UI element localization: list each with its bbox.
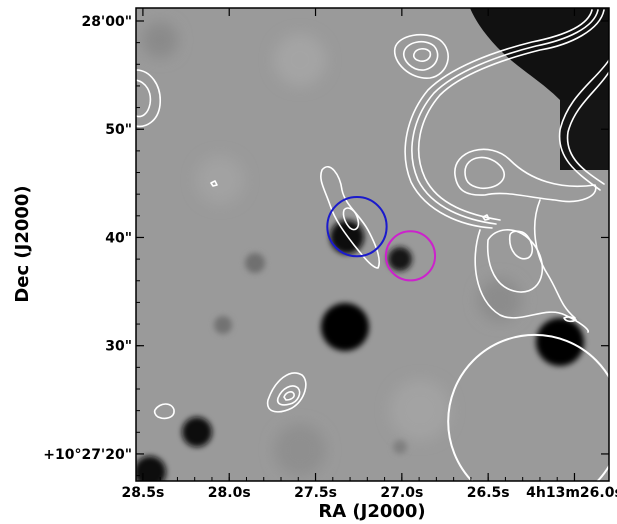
contour-arc-mid <box>411 9 599 225</box>
beam-circle <box>447 333 617 510</box>
contour-source-outer <box>320 166 381 269</box>
contour-left-edge-inner <box>136 79 152 118</box>
sky-background <box>136 8 609 481</box>
contour-arc-inner <box>404 9 593 229</box>
ticks: 28.5s 28.0s 27.5s 27.0s 26.5s 4h13m26.0s 28'00… <box>43 8 617 501</box>
x-tick-label: 28.5s <box>121 485 164 501</box>
contour-loop-inner <box>464 156 505 190</box>
contour-low-blob-mid <box>276 385 301 406</box>
markers <box>326 195 617 510</box>
contour-top-blob-inner <box>412 48 432 62</box>
contour-dot-3 <box>563 316 577 323</box>
y-axis-title: Dec (J2000) <box>12 185 33 302</box>
source-faint-2 <box>214 316 232 334</box>
contour-ridge-core <box>508 230 534 260</box>
source-large <box>321 303 369 351</box>
x-tick-label: 26.5s <box>467 485 510 501</box>
contour-loop <box>454 148 597 203</box>
plot-frame <box>135 7 610 482</box>
y-tick-label: +10°27'20" <box>43 447 132 463</box>
contour-low-blob-inner <box>283 391 295 401</box>
marker-1-circle <box>384 230 437 282</box>
contour-low-blob-outer <box>266 372 307 413</box>
contours <box>136 9 609 420</box>
contour-top-blob-mid <box>402 40 439 71</box>
source-faint-1 <box>245 253 265 273</box>
contour-top-blob-outer <box>394 33 449 79</box>
dark-region <box>470 8 609 170</box>
y-tick-label: 40" <box>105 230 132 246</box>
x-tick-label: 27.0s <box>380 485 423 501</box>
contour-ridge-mid <box>533 199 576 319</box>
contour-dot-1 <box>210 180 218 187</box>
y-tick-label: 50" <box>105 122 132 138</box>
contour-dot-2 <box>482 214 490 221</box>
contour-arc-outer <box>417 9 605 221</box>
source-faint-3 <box>393 440 407 454</box>
source-magenta <box>388 247 412 271</box>
contour-ridge-outer <box>474 229 590 333</box>
source-corner <box>136 456 166 481</box>
y-tick-label: 30" <box>105 339 132 355</box>
contour-source-inner <box>342 207 360 231</box>
x-tick-label: 28.0s <box>208 485 251 501</box>
marker-0-circle <box>326 195 388 258</box>
contour-right-arm-2 <box>566 71 609 185</box>
contour-ridge-inner <box>486 229 544 293</box>
contour-small-left <box>153 403 175 420</box>
x-tick-label: 27.5s <box>294 485 337 501</box>
source-right <box>536 318 584 366</box>
y-tick-label: 28'00" <box>81 14 132 30</box>
contour-left-edge-outer <box>136 69 161 128</box>
contour-right-arm <box>558 59 609 191</box>
sky-image <box>136 8 609 481</box>
x-axis-title: RA (J2000) <box>318 501 425 522</box>
x-tick-label: 4h13m26.0s <box>526 485 617 501</box>
source-lowleft <box>182 417 212 447</box>
